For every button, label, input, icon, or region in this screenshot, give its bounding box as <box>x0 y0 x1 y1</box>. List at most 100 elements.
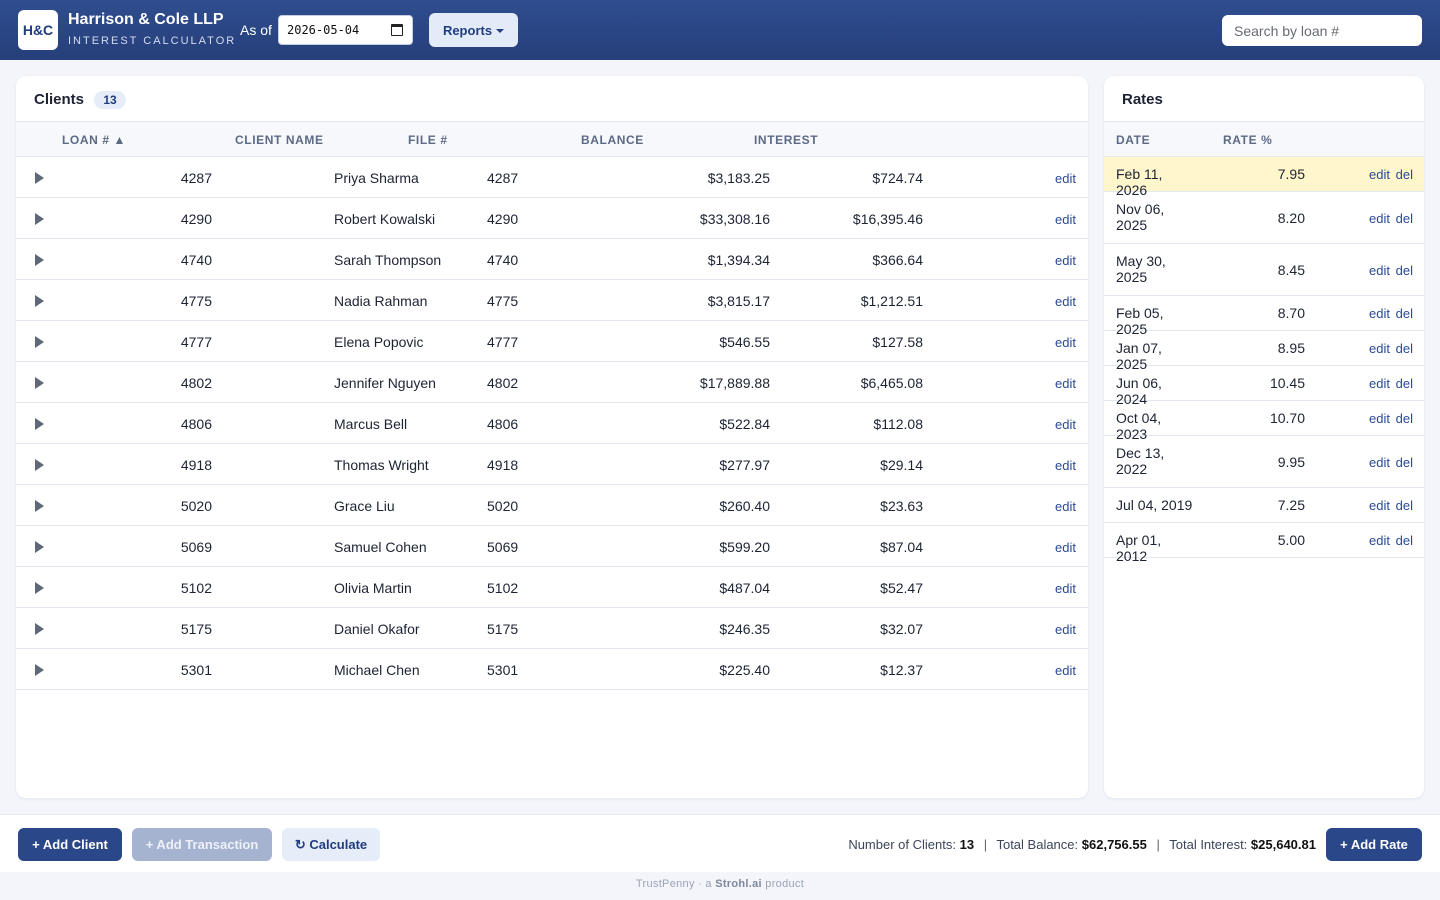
interest: $1,212.51 <box>860 293 923 309</box>
edit-rate-link[interactable]: edit <box>1369 455 1391 470</box>
delete-rate-link[interactable]: del <box>1395 306 1413 321</box>
client-row[interactable]: 4806 Marcus Bell 4806 $522.84 $112.08 edit <box>16 403 1088 444</box>
delete-rate-link[interactable]: del <box>1395 411 1413 426</box>
column-header-interest[interactable]: INTEREST <box>754 133 819 147</box>
expand-row-icon[interactable] <box>35 582 44 594</box>
as-of-date-input[interactable]: 2026-05-04 <box>278 15 413 45</box>
expand-row-icon[interactable] <box>35 377 44 389</box>
client-row[interactable]: 4802 Jennifer Nguyen 4802 $17,889.88 $6,465.… <box>16 362 1088 403</box>
edit-client-link[interactable]: edit <box>1055 458 1076 473</box>
edit-client-link[interactable]: edit <box>1055 376 1076 391</box>
edit-rate-link[interactable]: edit <box>1369 306 1391 321</box>
edit-rate-link[interactable]: edit <box>1369 167 1391 182</box>
expand-row-icon[interactable] <box>35 623 44 635</box>
client-row[interactable]: 5301 Michael Chen 5301 $225.40 $12.37 edit <box>16 649 1088 690</box>
client-name: Sarah Thompson <box>334 252 442 268</box>
client-row[interactable]: 4740 Sarah Thompson 4740 $1,394.34 $366.64 ed… <box>16 239 1088 280</box>
rate-date: Jan 07, 2025 <box>1116 340 1162 372</box>
client-row[interactable]: 5020 Grace Liu 5020 $260.40 $23.63 edit <box>16 485 1088 526</box>
client-row[interactable]: 4918 Thomas Wright 4918 $277.97 $29.14 edit <box>16 444 1088 485</box>
client-row[interactable]: 5069 Samuel Cohen 5069 $599.20 $87.04 edit <box>16 526 1088 567</box>
clients-count-badge: 13 <box>94 91 126 109</box>
edit-rate-link[interactable]: edit <box>1369 411 1391 426</box>
rate-row: May 30, 2025 8.45 edit del <box>1104 244 1424 296</box>
client-name: Samuel Cohen <box>334 539 427 555</box>
edit-rate-link[interactable]: edit <box>1369 211 1391 226</box>
firm-name: Harrison & Cole LLP <box>68 11 224 28</box>
edit-client-link[interactable]: edit <box>1055 335 1076 350</box>
edit-client-link[interactable]: edit <box>1055 663 1076 678</box>
delete-rate-link[interactable]: del <box>1395 455 1413 470</box>
delete-rate-link[interactable]: del <box>1395 167 1413 182</box>
expand-row-icon[interactable] <box>35 500 44 512</box>
rate-date: Apr 01, 2012 <box>1116 532 1162 564</box>
column-header-file[interactable]: FILE # <box>408 133 448 147</box>
expand-row-icon[interactable] <box>35 541 44 553</box>
interest: $32.07 <box>880 621 923 637</box>
edit-client-link[interactable]: edit <box>1055 253 1076 268</box>
edit-rate-link[interactable]: edit <box>1369 263 1391 278</box>
expand-row-icon[interactable] <box>35 418 44 430</box>
client-row[interactable]: 5175 Daniel Okafor 5175 $246.35 $32.07 edit <box>16 608 1088 649</box>
rate-date: Dec 13, 2022 <box>1116 445 1165 477</box>
edit-client-link[interactable]: edit <box>1055 294 1076 309</box>
delete-rate-link[interactable]: del <box>1395 341 1413 356</box>
delete-rate-link[interactable]: del <box>1395 263 1413 278</box>
rates-panel: Rates DATE RATE % Feb 11, 2026 7.95 edit d… <box>1104 76 1424 798</box>
client-row[interactable]: 4290 Robert Kowalski 4290 $33,308.16 $16,395… <box>16 198 1088 239</box>
expand-row-icon[interactable] <box>35 295 44 307</box>
rates-title: Rates <box>1122 91 1163 108</box>
rate-actions: edit del <box>1369 533 1413 548</box>
rate-actions: edit del <box>1369 455 1413 470</box>
column-header-date[interactable]: DATE <box>1116 133 1151 147</box>
expand-row-icon[interactable] <box>35 254 44 266</box>
reports-dropdown-button[interactable]: Reports <box>429 13 518 47</box>
edit-client-link[interactable]: edit <box>1055 540 1076 555</box>
calculate-button[interactable]: ↻ Calculate <box>282 828 380 861</box>
clients-panel: Clients 13 LOAN # ▲ CLIENT NAME FILE # B… <box>16 76 1088 798</box>
column-header-client-name[interactable]: CLIENT NAME <box>235 133 324 147</box>
expand-row-icon[interactable] <box>35 336 44 348</box>
rate-value: 10.70 <box>1269 410 1305 426</box>
edit-rate-link[interactable]: edit <box>1369 376 1391 391</box>
clients-title: Clients <box>34 91 85 108</box>
delete-rate-link[interactable]: del <box>1395 376 1413 391</box>
expand-row-icon[interactable] <box>35 459 44 471</box>
expand-row-icon[interactable] <box>35 213 44 225</box>
client-row[interactable]: 4775 Nadia Rahman 4775 $3,815.17 $1,212.51 ed… <box>16 280 1088 321</box>
balance: $246.35 <box>719 621 770 637</box>
edit-rate-link[interactable]: edit <box>1369 341 1391 356</box>
expand-row-icon[interactable] <box>35 172 44 184</box>
client-row[interactable]: 4287 Priya Sharma 4287 $3,183.25 $724.74 edit <box>16 157 1088 198</box>
client-row[interactable]: 4777 Elena Popovic 4777 $546.55 $127.58 edit <box>16 321 1088 362</box>
column-header-loan[interactable]: LOAN # ▲ <box>62 133 127 147</box>
expand-row-icon[interactable] <box>35 664 44 676</box>
rate-row: Feb 11, 2026 7.95 edit del <box>1104 157 1424 198</box>
delete-rate-link[interactable]: del <box>1395 498 1413 513</box>
edit-client-link[interactable]: edit <box>1055 417 1076 432</box>
delete-rate-link[interactable]: del <box>1395 211 1413 226</box>
client-name: Robert Kowalski <box>334 211 436 227</box>
calendar-icon[interactable] <box>391 24 403 36</box>
chevron-down-icon <box>496 29 505 33</box>
rate-value: 5.00 <box>1277 532 1305 548</box>
edit-rate-link[interactable]: edit <box>1369 498 1391 513</box>
edit-client-link[interactable]: edit <box>1055 581 1076 596</box>
loan-number: 4802 <box>180 375 212 391</box>
client-name: Thomas Wright <box>334 457 429 473</box>
client-row[interactable]: 5102 Olivia Martin 5102 $487.04 $52.47 edit <box>16 567 1088 608</box>
delete-rate-link[interactable]: del <box>1395 533 1413 548</box>
edit-client-link[interactable]: edit <box>1055 622 1076 637</box>
edit-client-link[interactable]: edit <box>1055 499 1076 514</box>
column-header-balance[interactable]: BALANCE <box>581 133 644 147</box>
rate-date: Jun 06, 2024 <box>1116 375 1162 407</box>
edit-client-link[interactable]: edit <box>1055 171 1076 186</box>
column-header-rate[interactable]: RATE % <box>1223 133 1273 147</box>
add-transaction-button[interactable]: + Add Transaction <box>132 828 272 861</box>
edit-client-link[interactable]: edit <box>1055 212 1076 227</box>
add-client-button[interactable]: + Add Client <box>18 828 122 861</box>
add-rate-button[interactable]: + Add Rate <box>1326 828 1422 861</box>
loan-search-input[interactable] <box>1222 15 1422 46</box>
edit-rate-link[interactable]: edit <box>1369 533 1391 548</box>
file-number: 4802 <box>487 375 519 391</box>
